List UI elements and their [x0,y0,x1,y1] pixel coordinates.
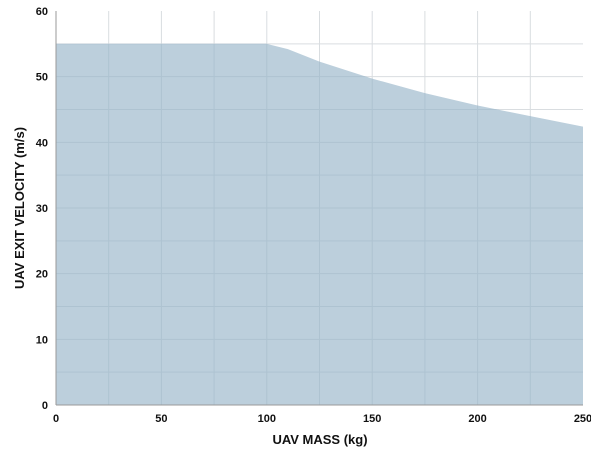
y-tick-label: 0 [42,400,48,412]
y-tick-label: 60 [36,6,48,18]
x-tick-label: 150 [363,413,381,425]
x-tick-label: 250 [574,413,591,425]
tick-label-layer: 0 50 100 150 200 250 0 10 20 30 40 50 60 [36,6,591,425]
x-tick-label: 0 [53,413,59,425]
y-axis-title: UAV EXIT VELOCITY (m/s) [12,127,27,289]
x-axis-title: UAV MASS (kg) [272,432,367,447]
y-tick-label: 30 [36,203,48,215]
x-tick-label: 200 [468,413,486,425]
y-tick-label: 20 [36,269,48,281]
x-tick-label: 100 [258,413,276,425]
x-tick-label: 50 [155,413,167,425]
axis-layer [55,11,583,406]
y-tick-label: 40 [36,137,48,149]
y-tick-label: 50 [36,72,48,84]
y-tick-label: 10 [36,334,48,346]
